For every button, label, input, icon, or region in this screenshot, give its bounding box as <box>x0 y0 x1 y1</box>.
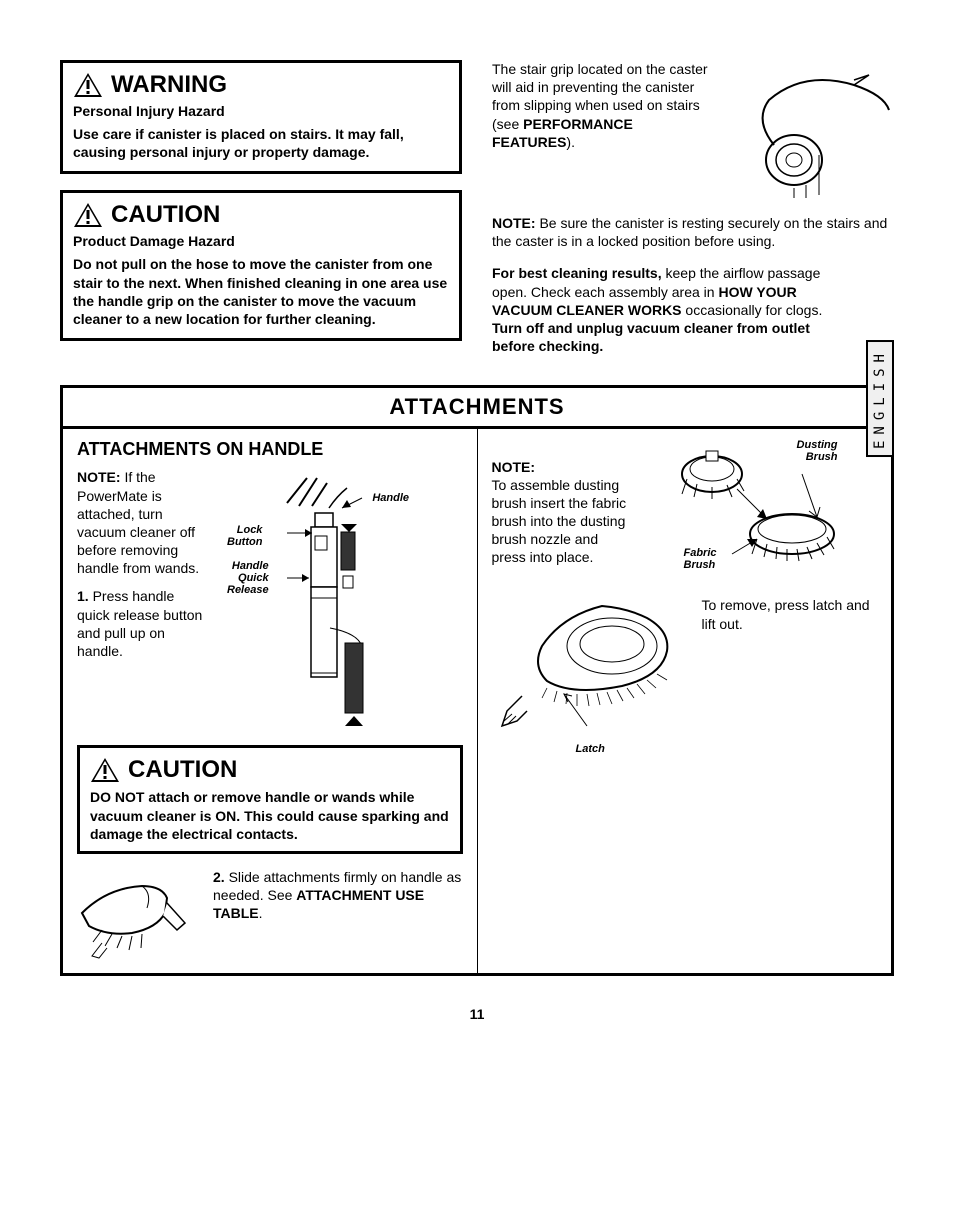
br-text2: occasionally for clogs. <box>682 302 823 318</box>
warning-header: WARNING <box>73 71 449 99</box>
caution1-header: CAUTION <box>73 201 449 229</box>
latch-diagram: Latch <box>492 596 692 759</box>
br-bold3: Turn off and unplug vacuum cleaner from … <box>492 320 810 354</box>
handle-note: NOTE: If the PowerMate is attached, turn… <box>77 468 207 672</box>
top-right-col: The stair grip located on the caster wil… <box>492 60 894 369</box>
note-secure-text: Be sure the canister is resting securely… <box>492 215 887 249</box>
attach-handle-heading: ATTACHMENTS ON HANDLE <box>77 439 463 460</box>
dusting-brush-diagram: Dusting Brush Fabric Brush <box>642 439 842 582</box>
caution-icon <box>73 202 103 228</box>
stair-grip-post: ). <box>566 134 575 150</box>
step2-bold: 2. <box>213 869 225 885</box>
step2-text: 2. Slide attachments firmly on handle as… <box>213 868 463 923</box>
attachments-header: ATTACHMENTS <box>60 385 894 426</box>
handle-note-row: NOTE: If the PowerMate is attached, turn… <box>77 468 463 731</box>
caution-box-2: CAUTION DO NOT attach or remove handle o… <box>77 745 463 854</box>
caster-illustration <box>734 60 894 200</box>
step1-bold: 1. <box>77 588 89 604</box>
top-left-col: WARNING Personal Injury Hazard Use care … <box>60 60 462 369</box>
stair-grip-block: The stair grip located on the caster wil… <box>492 60 894 200</box>
remove-row: Latch To remove, press latch and lift ou… <box>492 596 878 759</box>
caution1-subtitle: Product Damage Hazard <box>73 233 449 249</box>
caution2-header: CAUTION <box>90 756 450 784</box>
handle-diagram: Handle Lock Button Handle Quick Release <box>217 468 417 731</box>
attachment-illustration <box>77 868 197 963</box>
caution1-body: Do not pull on the hose to move the cani… <box>73 255 449 328</box>
label-latch: Latch <box>576 743 605 755</box>
warning-body: Use care if canister is placed on stairs… <box>73 125 449 161</box>
caution2-icon <box>90 757 120 783</box>
br-bold1: For best cleaning results, <box>492 265 662 281</box>
top-section: WARNING Personal Injury Hazard Use care … <box>60 60 894 369</box>
label-fabric-brush: Fabric Brush <box>684 547 717 571</box>
attach-left: ATTACHMENTS ON HANDLE NOTE: If the Power… <box>63 429 478 973</box>
label-dusting-brush: Dusting Brush <box>797 439 838 463</box>
label-quick-release: Handle Quick Release <box>227 560 269 596</box>
right-note-bold: NOTE: <box>492 459 536 475</box>
attach-right: NOTE: To assemble dusting brush insert t… <box>478 429 892 973</box>
caution2-body: DO NOT attach or remove handle or wands … <box>90 788 450 843</box>
page-number: 11 <box>60 1006 894 1022</box>
dusting-brush-row: NOTE: To assemble dusting brush insert t… <box>492 439 878 582</box>
handle-note-text: If the PowerMate is attached, turn vacuu… <box>77 469 199 576</box>
caution1-title: CAUTION <box>111 201 220 229</box>
caution2-title: CAUTION <box>128 756 237 784</box>
note-secure: NOTE: Be sure the canister is resting se… <box>492 214 894 250</box>
note-secure-bold: NOTE: <box>492 215 536 231</box>
step2-row: 2. Slide attachments firmly on handle as… <box>77 868 463 963</box>
remove-text: To remove, press latch and lift out. <box>702 596 878 632</box>
label-lock-button: Lock Button <box>227 524 262 548</box>
attachments-title: ATTACHMENTS <box>389 394 564 419</box>
right-note-text: To assemble dusting brush insert the fab… <box>492 477 627 566</box>
stair-grip-text: The stair grip located on the caster wil… <box>492 60 714 151</box>
warning-title: WARNING <box>111 71 227 99</box>
step1-text: Press handle quick release button and pu… <box>77 588 202 659</box>
warning-icon <box>73 72 103 98</box>
warning-box: WARNING Personal Injury Hazard Use care … <box>60 60 462 174</box>
best-results: For best cleaning results, keep the airf… <box>492 264 894 355</box>
label-handle: Handle <box>372 492 409 504</box>
step2-t2: . <box>259 905 263 921</box>
language-tab: ENGLISH <box>866 340 894 457</box>
warning-subtitle: Personal Injury Hazard <box>73 103 449 119</box>
caution-box-1: CAUTION Product Damage Hazard Do not pul… <box>60 190 462 341</box>
handle-note-bold: NOTE: <box>77 469 121 485</box>
attachments-wrap: ATTACHMENTS ON HANDLE NOTE: If the Power… <box>60 426 894 976</box>
right-note: NOTE: To assemble dusting brush insert t… <box>492 439 632 566</box>
step1: 1. Press handle quick release button and… <box>77 587 207 660</box>
